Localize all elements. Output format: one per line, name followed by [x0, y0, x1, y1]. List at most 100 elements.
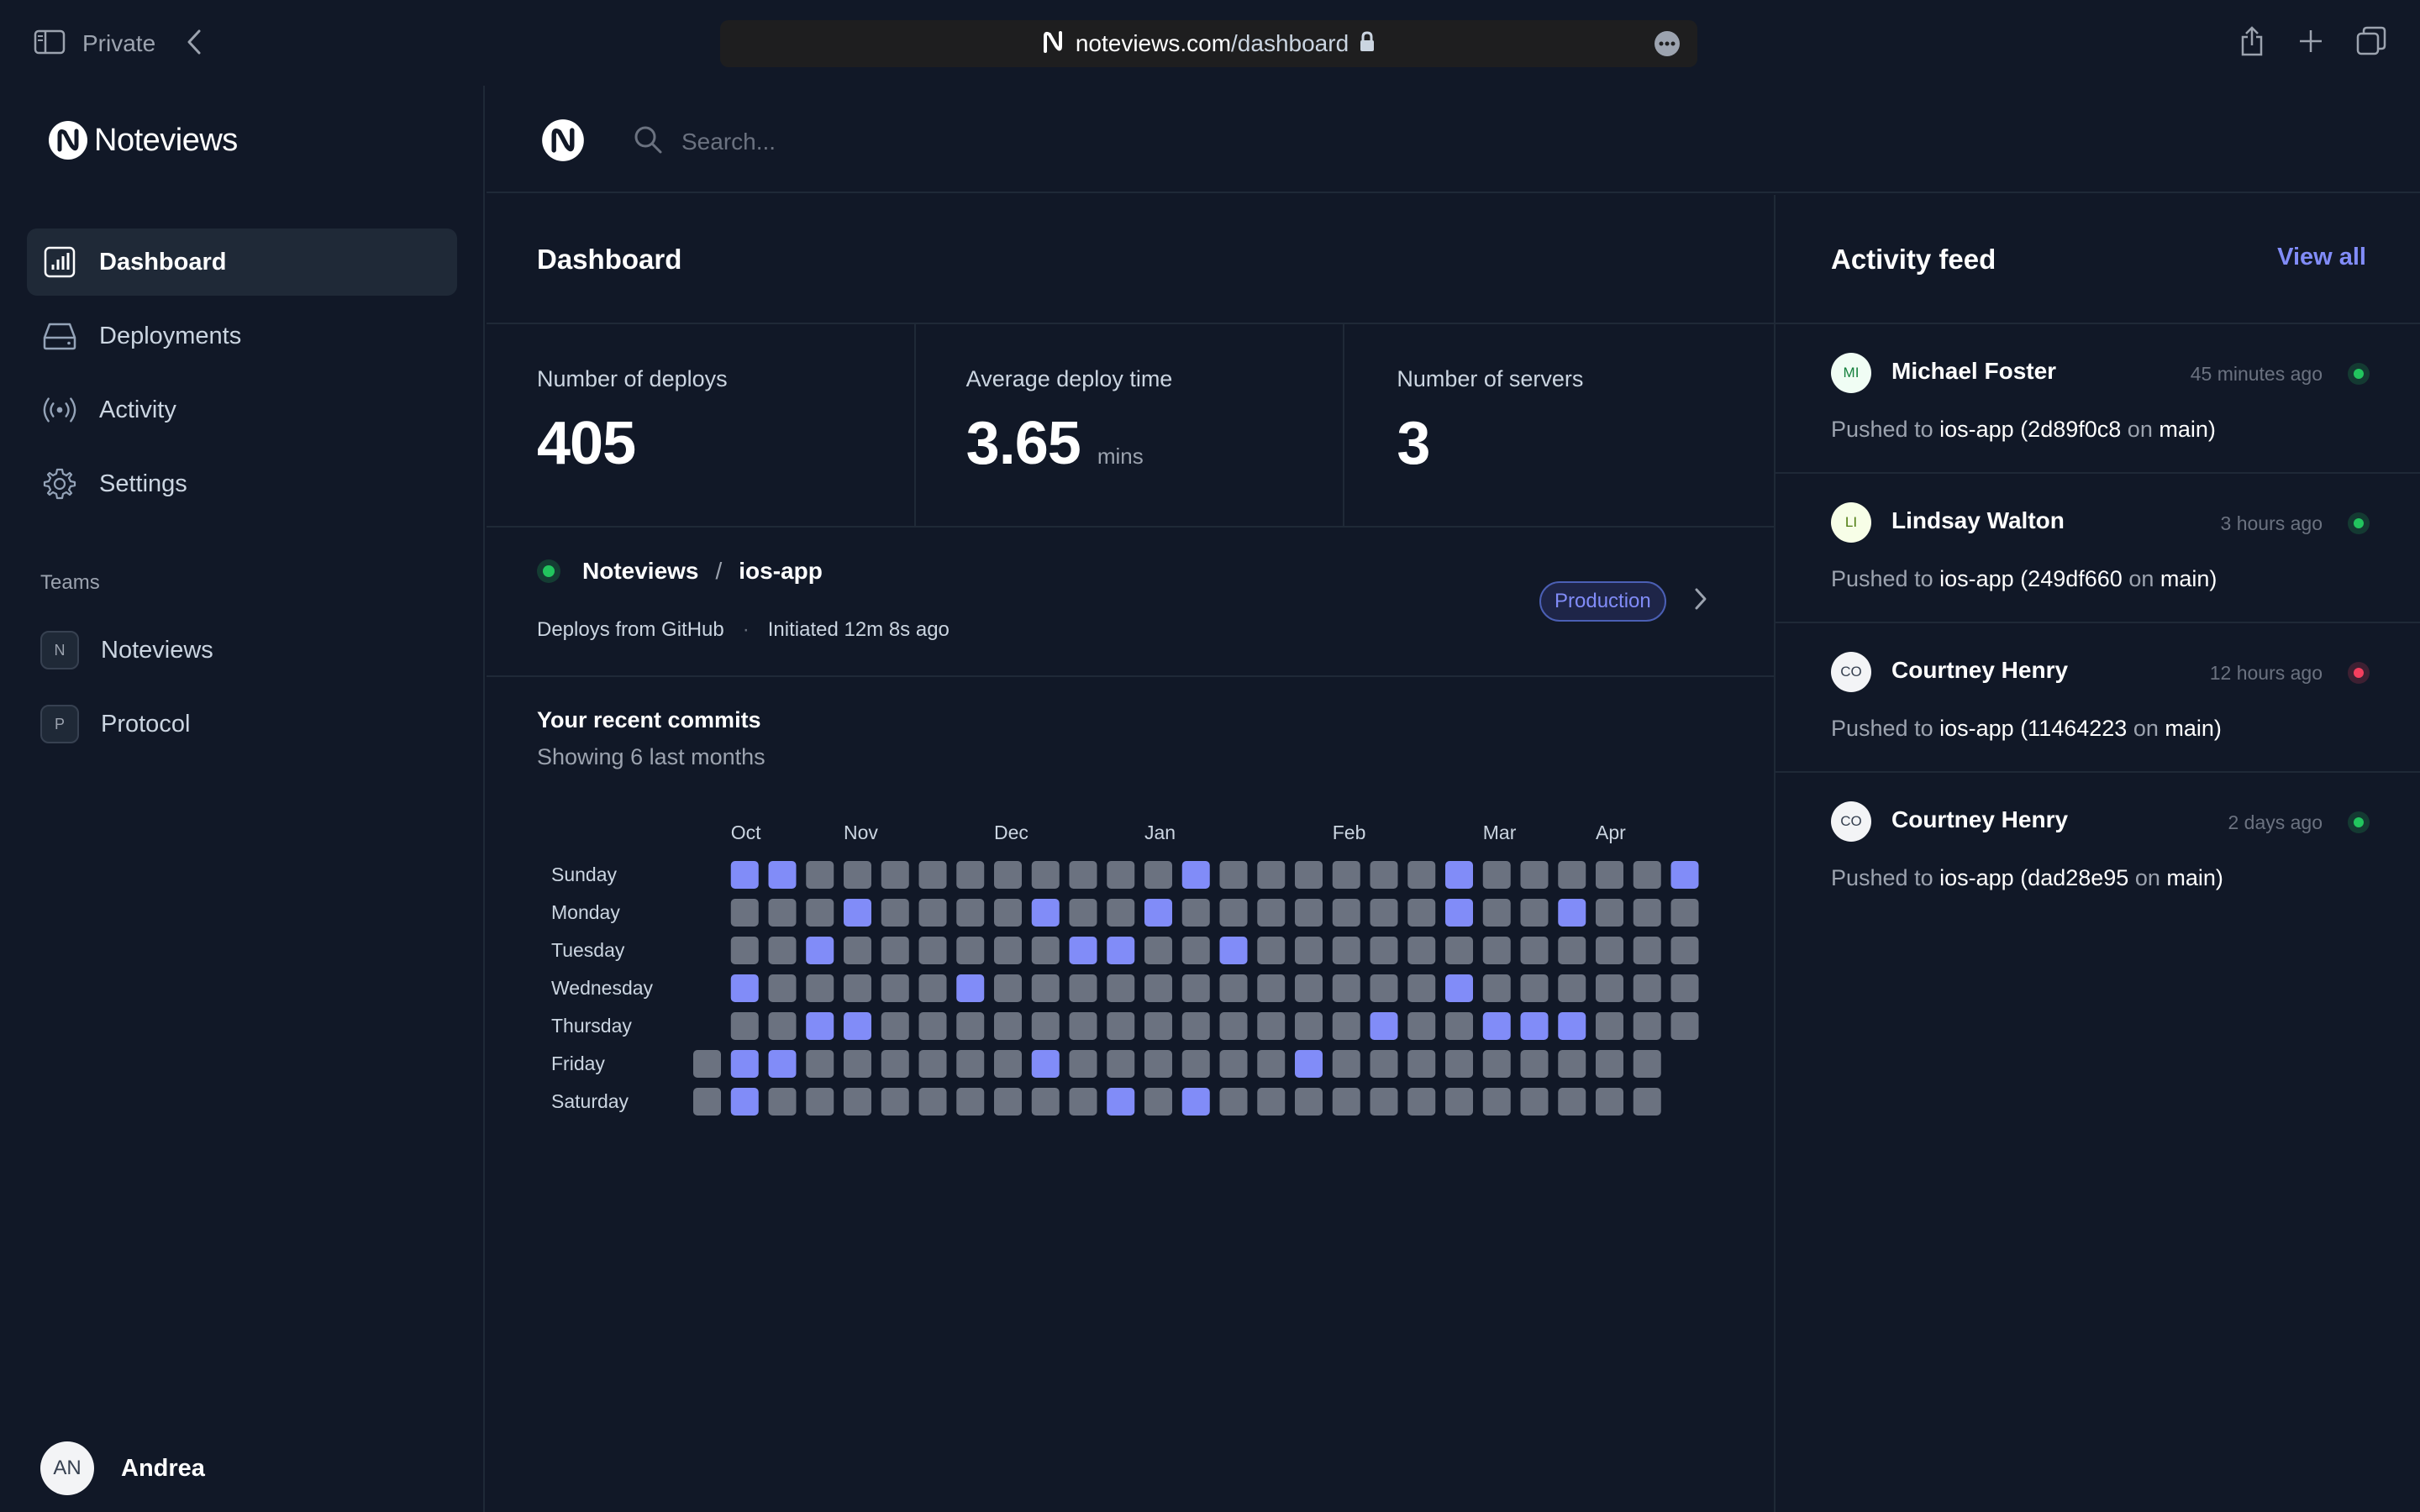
back-chevron-icon[interactable] — [186, 29, 203, 60]
commit-cell-empty[interactable] — [1107, 974, 1135, 1002]
commit-cell-empty[interactable] — [806, 899, 834, 927]
commit-cell-empty[interactable] — [1407, 1012, 1436, 1040]
commit-cell-empty[interactable] — [1069, 974, 1097, 1002]
commit-cell-active[interactable] — [1445, 861, 1473, 889]
commit-cell-empty[interactable] — [1144, 1088, 1172, 1116]
commit-cell-empty[interactable] — [844, 1050, 871, 1078]
commit-cell-empty[interactable] — [918, 1050, 947, 1078]
commit-cell-empty[interactable] — [768, 899, 797, 927]
commit-cell-active[interactable] — [1031, 1050, 1060, 1078]
commit-cell-empty[interactable] — [768, 1088, 797, 1116]
commit-cell-empty[interactable] — [881, 1088, 909, 1116]
commit-cell-empty[interactable] — [1596, 937, 1623, 964]
commit-cell-active[interactable] — [730, 974, 759, 1002]
sidebar-item-activity[interactable]: Activity — [27, 376, 457, 444]
commit-cell-empty[interactable] — [1031, 861, 1060, 889]
commit-cell-empty[interactable] — [1295, 937, 1323, 964]
search-input[interactable] — [681, 128, 1186, 155]
commit-cell-empty[interactable] — [1069, 1012, 1097, 1040]
commit-cell-empty[interactable] — [1181, 974, 1210, 1002]
address-bar[interactable]: noteviews.com/dashboard — [720, 20, 1697, 67]
commit-cell-empty[interactable] — [1370, 974, 1398, 1002]
commit-cell-empty[interactable] — [1219, 861, 1248, 889]
commit-cell-empty[interactable] — [1332, 1012, 1360, 1040]
commit-cell-empty[interactable] — [1107, 861, 1135, 889]
commit-cell-empty[interactable] — [1482, 899, 1511, 927]
commit-cell-empty[interactable] — [1633, 899, 1661, 927]
commit-cell-empty[interactable] — [1670, 899, 1699, 927]
commit-cell-empty[interactable] — [881, 937, 909, 964]
commit-cell-empty[interactable] — [768, 974, 797, 1002]
commit-cell-active[interactable] — [730, 861, 759, 889]
commit-cell-empty[interactable] — [918, 937, 947, 964]
commit-cell-empty[interactable] — [956, 899, 985, 927]
commit-cell-empty[interactable] — [881, 861, 909, 889]
commit-cell-empty[interactable] — [1144, 937, 1172, 964]
commit-cell-empty[interactable] — [918, 1012, 947, 1040]
commit-cell-empty[interactable] — [1257, 974, 1286, 1002]
commit-cell-empty[interactable] — [1633, 1050, 1661, 1078]
commit-cell-empty[interactable] — [1370, 1050, 1398, 1078]
commit-cell-empty[interactable] — [844, 974, 871, 1002]
commit-cell-empty[interactable] — [1520, 899, 1549, 927]
commit-cell-empty[interactable] — [1407, 974, 1436, 1002]
commit-cell-empty[interactable] — [994, 899, 1022, 927]
commit-cell-empty[interactable] — [1332, 974, 1360, 1002]
commit-cell-active[interactable] — [1107, 937, 1135, 964]
activity-item[interactable]: LI Lindsay Walton 3 hours ago Pushed to ios… — [1776, 474, 2420, 623]
commit-cell-active[interactable] — [1670, 861, 1699, 889]
commit-cell-empty[interactable] — [1181, 937, 1210, 964]
commit-cell-empty[interactable] — [881, 974, 909, 1002]
commit-cell-empty[interactable] — [1633, 1088, 1661, 1116]
commit-cell-empty[interactable] — [1069, 899, 1097, 927]
commit-cell-active[interactable] — [1107, 1088, 1135, 1116]
chevron-right-icon[interactable] — [1693, 586, 1708, 616]
commit-cell-empty[interactable] — [1257, 937, 1286, 964]
commit-cell-empty[interactable] — [918, 861, 947, 889]
commit-cell-empty[interactable] — [1407, 937, 1436, 964]
commit-cell-empty[interactable] — [956, 937, 985, 964]
commit-cell-empty[interactable] — [1107, 899, 1135, 927]
commit-cell-empty[interactable] — [1633, 861, 1661, 889]
commit-cell-active[interactable] — [1370, 1012, 1398, 1040]
commit-cell-empty[interactable] — [1445, 937, 1473, 964]
commit-cell-active[interactable] — [844, 1012, 871, 1040]
commit-cell-empty[interactable] — [1596, 974, 1623, 1002]
commit-cell-empty[interactable] — [693, 1088, 721, 1116]
commit-cell-empty[interactable] — [1219, 974, 1248, 1002]
commit-cell-empty[interactable] — [1407, 899, 1436, 927]
noteviews-logo-icon[interactable] — [540, 118, 586, 167]
commit-cell-empty[interactable] — [918, 899, 947, 927]
activity-item[interactable]: CO Courtney Henry 2 days ago Pushed to ios-… — [1776, 773, 2420, 922]
activity-item[interactable]: MI Michael Foster 45 minutes ago Pushed to … — [1776, 324, 2420, 474]
commit-cell-empty[interactable] — [806, 974, 834, 1002]
commit-cell-empty[interactable] — [1596, 1088, 1623, 1116]
commit-cell-empty[interactable] — [956, 1050, 985, 1078]
commit-cell-empty[interactable] — [1596, 1012, 1623, 1040]
commit-cell-active[interactable] — [1445, 899, 1473, 927]
commit-cell-empty[interactable] — [1257, 899, 1286, 927]
commit-cell-empty[interactable] — [1482, 861, 1511, 889]
commit-cell-active[interactable] — [1558, 899, 1586, 927]
commit-cell-empty[interactable] — [1031, 974, 1060, 1002]
commit-cell-empty[interactable] — [1520, 974, 1549, 1002]
sidebar-item-deployments[interactable]: Deployments — [27, 302, 457, 370]
commit-cell-active[interactable] — [806, 1012, 834, 1040]
commit-cell-empty[interactable] — [1596, 1050, 1623, 1078]
commit-cell-active[interactable] — [1445, 974, 1473, 1002]
commit-cell-active[interactable] — [1181, 1088, 1210, 1116]
commit-cell-empty[interactable] — [1219, 1088, 1248, 1116]
commit-cell-empty[interactable] — [806, 861, 834, 889]
commit-cell-empty[interactable] — [918, 1088, 947, 1116]
commit-cell-empty[interactable] — [1482, 1050, 1511, 1078]
commit-cell-empty[interactable] — [806, 1088, 834, 1116]
commit-cell-empty[interactable] — [1370, 937, 1398, 964]
sidebar-item-settings[interactable]: Settings — [27, 450, 457, 517]
team-item-protocol[interactable]: P Protocol — [27, 687, 457, 761]
commit-cell-empty[interactable] — [1633, 974, 1661, 1002]
commit-cell-empty[interactable] — [1370, 1088, 1398, 1116]
commit-cell-empty[interactable] — [1445, 1012, 1473, 1040]
commit-cell-empty[interactable] — [1558, 1050, 1586, 1078]
commit-cell-empty[interactable] — [994, 861, 1022, 889]
deployment-row[interactable]: Noteviews / ios-app Deploys from GitHub … — [487, 528, 1774, 677]
